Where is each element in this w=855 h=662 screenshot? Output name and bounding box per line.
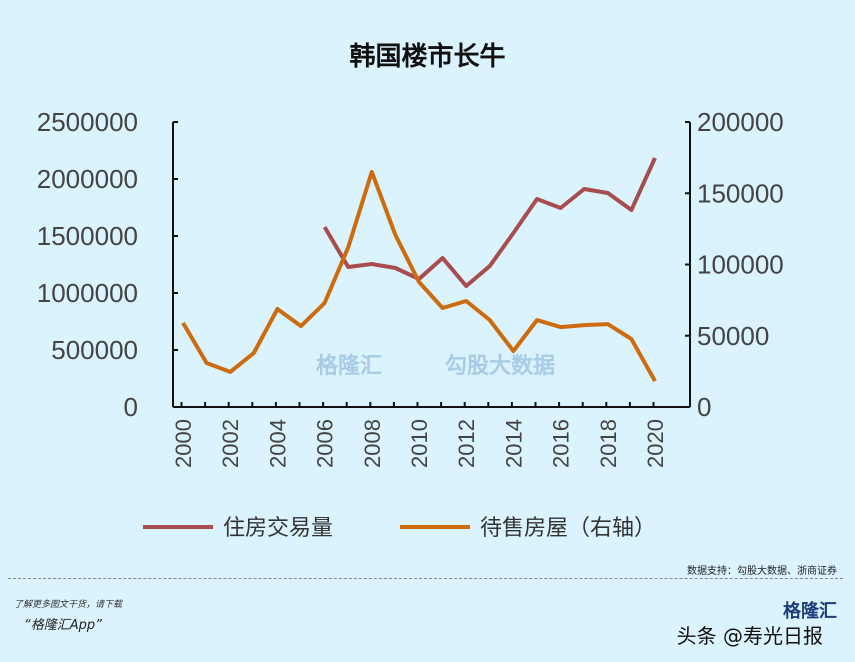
divider [8, 578, 843, 579]
x-tick-label: 2020 [643, 419, 668, 468]
watermark-gelonghui: 格隆汇 [316, 354, 383, 379]
chart-title: 韩国楼市长牛 [349, 42, 506, 72]
promo-app: “格隆汇App” [24, 618, 102, 633]
x-tick-label: 2010 [407, 419, 432, 468]
x-tick-label: 2008 [360, 419, 385, 468]
x-tick-label: 2014 [501, 419, 526, 468]
legend-label-2: 待售房屋（右轴） [480, 516, 656, 541]
left-tick-label: 2000000 [37, 164, 138, 194]
line-chart: 0 500000 1000000 1500000 2000000 2500000 0 5000… [37, 107, 784, 541]
left-tick-label: 1500000 [37, 221, 138, 251]
x-tick-label: 2000 [171, 419, 196, 468]
x-tick-label: 2004 [265, 419, 290, 468]
promo-text: 了解更多图文干货，请下载 [14, 600, 123, 610]
x-tick-label: 2018 [596, 419, 621, 468]
right-tick-label: 100000 [697, 250, 784, 280]
left-tick-label: 2500000 [37, 107, 138, 137]
series-line-1 [322, 157, 657, 288]
x-tick-label: 2012 [454, 419, 479, 468]
watermark-gogudata: 勾股大数据 [445, 354, 556, 379]
x-tick-label: 2002 [218, 419, 243, 468]
brand-logo: 格隆汇 [783, 601, 837, 622]
x-tick-label: 2006 [313, 419, 338, 468]
legend-label-1: 住房交易量 [223, 516, 333, 541]
right-tick-label: 50000 [697, 321, 769, 351]
right-tick-label: 150000 [697, 178, 784, 208]
left-tick-label: 500000 [51, 335, 138, 365]
right-tick-label: 200000 [697, 107, 784, 137]
series-line-2 [181, 169, 657, 383]
right-tick-label: 0 [697, 392, 711, 422]
left-tick-label: 1000000 [37, 278, 138, 308]
data-source: 数据支持：勾股大数据、浙商证券 [687, 566, 837, 577]
x-tick-label: 2016 [549, 419, 574, 468]
left-tick-label: 0 [124, 392, 138, 422]
toutiao-account: 头条 @寿光日报 [676, 624, 823, 648]
